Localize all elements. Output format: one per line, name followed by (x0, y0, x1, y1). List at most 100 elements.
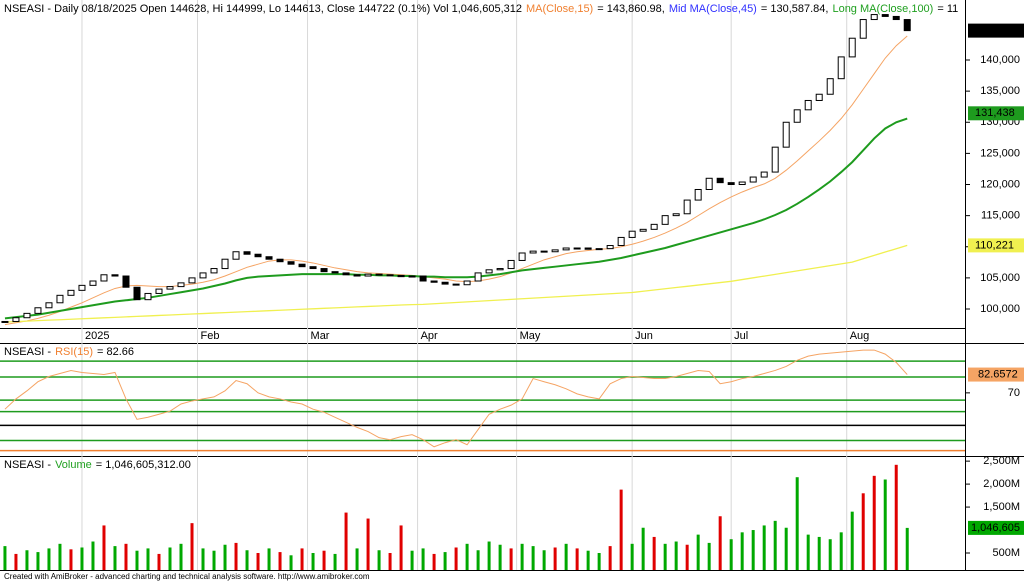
x-tick-label: May (520, 330, 541, 342)
volume-bar (861, 493, 865, 570)
volume-bar (421, 548, 425, 570)
candle (892, 15, 900, 21)
volume-bar (366, 518, 370, 570)
volume-bar (806, 534, 810, 570)
volume-bar (487, 541, 491, 570)
volume-bar (432, 553, 436, 570)
volume-bar (102, 525, 106, 570)
volume-bar (234, 542, 238, 570)
volume-bar (729, 539, 733, 570)
candle (243, 251, 251, 255)
volume-bar (190, 523, 194, 570)
candle (683, 199, 691, 215)
volume-bar (619, 489, 623, 570)
candle (188, 277, 196, 284)
y-tick-label: 120,000 (980, 178, 1020, 190)
header-text: NSEASI - Daily 08/18/2025 Open 144628, H… (4, 3, 522, 15)
y-tick-label: 2,500M (983, 455, 1020, 467)
price-label-box (968, 106, 1024, 121)
volume-bar (773, 520, 777, 570)
x-tick-label: Jul (734, 330, 748, 342)
candle (595, 248, 603, 251)
x-tick-label: Apr (421, 330, 438, 342)
volume-bar (201, 548, 205, 570)
volume-bar (894, 464, 898, 570)
volume-bar (124, 543, 128, 570)
y-tick-label: 1,500M (983, 501, 1020, 513)
volume-bar (553, 547, 557, 570)
y-tick-label: 135,000 (980, 85, 1020, 97)
candle (408, 275, 416, 278)
header-text: Mid MA(Close,45) (669, 3, 757, 15)
volume-bar (278, 552, 282, 570)
volume-bar (25, 550, 29, 570)
volume-bar (322, 550, 326, 570)
candle (397, 274, 405, 278)
candle (837, 56, 845, 80)
candle (727, 182, 735, 186)
candle (771, 146, 779, 173)
volume-bar (333, 553, 337, 570)
panel-header: NSEASI - RSI(15) = 82.66 (4, 346, 134, 358)
volume-bar (520, 543, 524, 570)
candle (749, 176, 757, 183)
volume-bar (630, 543, 634, 570)
volume-bar (740, 532, 744, 570)
candle (540, 250, 548, 253)
panel-header: NSEASI - Daily 08/18/2025 Open 144628, H… (4, 3, 958, 15)
volume-bar (289, 555, 293, 570)
price-label-box (968, 23, 1024, 38)
price-label: 144,722 (975, 25, 1015, 37)
ma-line (4, 244, 908, 323)
candle (342, 272, 350, 276)
volume-bar (498, 544, 502, 570)
y-tick-label: 125,000 (980, 147, 1020, 159)
header-text: = 11 (937, 3, 958, 15)
header-text: = 130,587.84, (761, 3, 829, 15)
header-text: Long MA(Close,100) (832, 3, 933, 15)
candle (672, 213, 680, 217)
y-tick-label: 2,000M (983, 478, 1020, 490)
volume-bar (14, 553, 18, 570)
x-tick-label: Mar (311, 330, 330, 342)
y-tick-label: 70 (1008, 387, 1020, 399)
volume-bar (641, 527, 645, 570)
volume-bar (465, 543, 469, 570)
candle (287, 261, 295, 265)
y-tick-label: 500M (992, 547, 1020, 559)
candle (155, 288, 163, 294)
volume-bar (685, 544, 689, 570)
candle (298, 263, 306, 268)
y-tick-label: 100,000 (980, 303, 1020, 315)
volume-bar (300, 548, 304, 570)
candle (463, 280, 471, 286)
volume-bar (883, 479, 887, 570)
volume-bar (531, 546, 535, 570)
volume-bar (663, 543, 667, 570)
header-text: = 143,860.98, (597, 3, 665, 15)
candle (903, 19, 911, 32)
candle (12, 317, 20, 322)
price-label: 110,221 (975, 239, 1014, 251)
volume-bar (762, 525, 766, 570)
volume-bar (454, 547, 458, 570)
candle (617, 236, 625, 247)
value-label-box (968, 520, 1024, 535)
panel-header: NSEASI - Volume = 1,046,605,312.00 (4, 459, 191, 471)
header-text: Volume (55, 459, 92, 471)
volume-bar (586, 550, 590, 570)
volume-bar (256, 553, 260, 570)
value-label: 82.6572 (978, 368, 1018, 380)
candle (848, 37, 856, 58)
candle (221, 258, 229, 270)
candle (67, 289, 75, 296)
volume-bar (872, 475, 876, 570)
volume-bar (608, 546, 612, 570)
candle (815, 93, 823, 101)
header-text: MA(Close,15) (526, 3, 593, 15)
candle (276, 258, 284, 263)
volume-bar (410, 550, 414, 570)
volume-bar (696, 534, 700, 570)
volume-bar (47, 548, 51, 570)
price-label-box (968, 238, 1024, 253)
